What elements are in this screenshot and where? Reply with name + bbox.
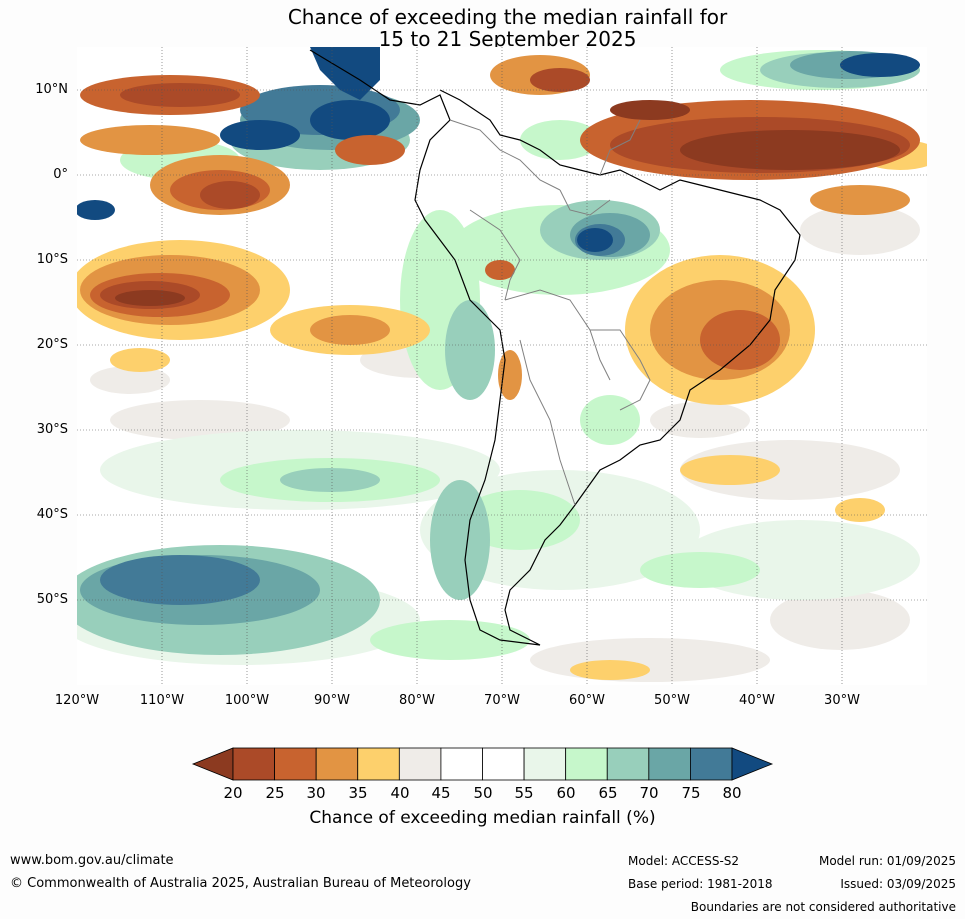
colorbar-tick-label: 60	[556, 784, 576, 802]
lat-label: 50°S	[36, 592, 68, 607]
colorbar	[191, 747, 774, 781]
colorbar-segment	[690, 747, 733, 781]
footer-issued: Issued: 03/09/2025	[840, 877, 956, 891]
lat-label: 40°S	[36, 507, 68, 522]
colorbar-arrow-low	[191, 747, 234, 781]
colorbar-tick-label: 50	[473, 784, 493, 802]
map-title-line1: Chance of exceeding the median rainfall …	[287, 5, 728, 29]
colorbar-segment	[232, 747, 275, 781]
colorbar-tick-label: 45	[431, 784, 451, 802]
lon-label: 70°W	[484, 693, 520, 708]
grey-patches	[90, 205, 920, 682]
lat-label: 30°S	[36, 422, 68, 437]
lon-label: 100°W	[224, 693, 270, 708]
graticule	[77, 47, 927, 685]
colorbar-segment	[274, 747, 317, 781]
colorbar-segment	[648, 747, 691, 781]
colorbar-arrow-high	[731, 747, 774, 781]
colorbar-tick-label: 40	[390, 784, 410, 802]
footer-url[interactable]: www.bom.gov.au/climate	[10, 853, 174, 868]
colorbar-segment	[398, 747, 442, 781]
lon-label: 80°W	[399, 693, 435, 708]
colorbar-segment	[565, 747, 608, 781]
colorbar-segment	[523, 747, 567, 781]
colorbar-segment	[482, 747, 525, 781]
colorbar-title: Chance of exceeding median rainfall (%)	[309, 808, 656, 828]
lon-label: 30°W	[824, 693, 860, 708]
footer-copyright: © Commonwealth of Australia 2025, Austra…	[10, 876, 471, 891]
lon-label: 120°W	[54, 693, 100, 708]
lat-label: 10°N	[35, 82, 68, 97]
lat-label: 10°S	[36, 252, 68, 267]
colorbar-tick-label: 65	[598, 784, 618, 802]
colorbar-tick-label: 35	[348, 784, 368, 802]
darkbrown-patches	[115, 100, 900, 306]
footer-base-period: Base period: 1981-2018	[628, 877, 773, 891]
coastline	[309, 49, 801, 646]
colorbar-segment	[315, 747, 359, 781]
lon-label: 110°W	[139, 693, 185, 708]
colorbar-tick-label: 80	[722, 784, 742, 802]
colorbar-tick-label: 55	[514, 784, 534, 802]
footer-boundaries-note: Boundaries are not considered authoritat…	[690, 900, 956, 914]
colorbar-tick-label: 70	[639, 784, 659, 802]
colorbar-segment	[357, 747, 400, 781]
colorbar-tick-label: 75	[681, 784, 701, 802]
colorbar-tick-label: 20	[223, 784, 243, 802]
lat-label: 0°	[53, 167, 68, 182]
lon-label: 40°W	[739, 693, 775, 708]
map-title-line2: 15 to 21 September 2025	[378, 27, 637, 51]
footer-model: Model: ACCESS-S2	[628, 854, 740, 868]
colorbar-segment	[606, 747, 650, 781]
colorbar-segment	[440, 747, 483, 781]
lon-label: 90°W	[314, 693, 350, 708]
lat-label: 20°S	[36, 337, 68, 352]
colorbar-tick-label: 30	[306, 784, 326, 802]
country-borders	[449, 119, 651, 506]
footer-model-run: Model run: 01/09/2025	[818, 854, 956, 868]
colorbar-tick-label: 25	[265, 784, 285, 802]
lon-label: 50°W	[654, 693, 690, 708]
lon-label: 60°W	[569, 693, 605, 708]
